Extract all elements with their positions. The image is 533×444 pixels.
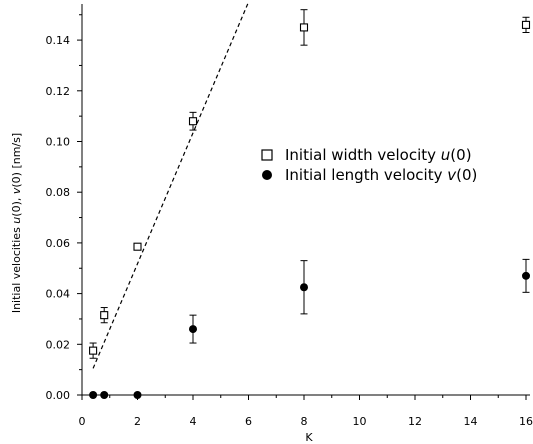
x-tick-label: 10: [353, 415, 367, 428]
y-tick-label: 0.04: [46, 288, 71, 301]
x-axis-title: K: [305, 431, 313, 444]
y-tick-label: 0.06: [46, 237, 71, 250]
length-velocity-point: [89, 391, 98, 399]
width-velocity-point: [133, 242, 142, 251]
x-tick-label: 14: [464, 415, 478, 428]
x-tick-label: 4: [190, 415, 197, 428]
y-axis-title-prefix: Initial velocities: [10, 224, 23, 313]
legend-marker-length: [262, 170, 272, 180]
x-axis-ticks: 0 2 4 6 8 10 12 14 16: [79, 395, 533, 428]
length-velocity-point: [189, 325, 197, 334]
fit-line: [92, 1, 250, 369]
fit-line-group: [92, 1, 250, 369]
y-tick-label: 0.08: [46, 186, 71, 199]
y-axis-title-u: u: [10, 217, 23, 224]
y-tick-label: 0.02: [46, 338, 71, 351]
y-axis-title-suffix: (0) [nm/s]: [10, 133, 23, 188]
length-velocity-point: [522, 271, 530, 280]
y-axis-title: Initial velocities u(0), v(0) [nm/s]: [10, 133, 23, 313]
width-velocity-point: [89, 346, 98, 355]
width-velocity-point: [521, 20, 531, 29]
x-tick-label: 0: [79, 415, 86, 428]
y-axis-title-v: v: [10, 187, 23, 194]
x-tick-label: 16: [519, 415, 533, 428]
width-velocity-point: [299, 23, 309, 32]
legend-label-width: Initial width velocity u(0): [285, 146, 472, 164]
data-marks: [89, 9, 531, 399]
y-tick-label: 0.10: [46, 136, 71, 149]
legend: Initial width velocity u(0) Initial leng…: [261, 146, 477, 184]
length-velocity-point: [100, 391, 109, 399]
x-tick-label: 12: [408, 415, 422, 428]
y-axis-title-mid: (0),: [10, 194, 23, 217]
length-velocity-point: [133, 391, 142, 399]
y-tick-label: 0.00: [46, 389, 71, 402]
y-tick-label: 0.12: [46, 85, 71, 98]
x-tick-label: 6: [245, 415, 252, 428]
width-velocity-point: [100, 311, 109, 320]
y-tick-label: 0.14: [46, 34, 71, 47]
length-velocity-point: [300, 283, 308, 292]
legend-marker-width: [261, 149, 273, 161]
x-tick-label: 8: [301, 415, 308, 428]
x-tick-label: 2: [134, 415, 141, 428]
legend-label-length: Initial length velocity v(0): [285, 166, 477, 184]
y-axis-ticks: 0.00 0.02 0.04 0.06 0.08 0.10 0.12 0.14: [46, 14, 82, 402]
axes: [81, 4, 530, 396]
width-velocity-point: [188, 117, 198, 126]
